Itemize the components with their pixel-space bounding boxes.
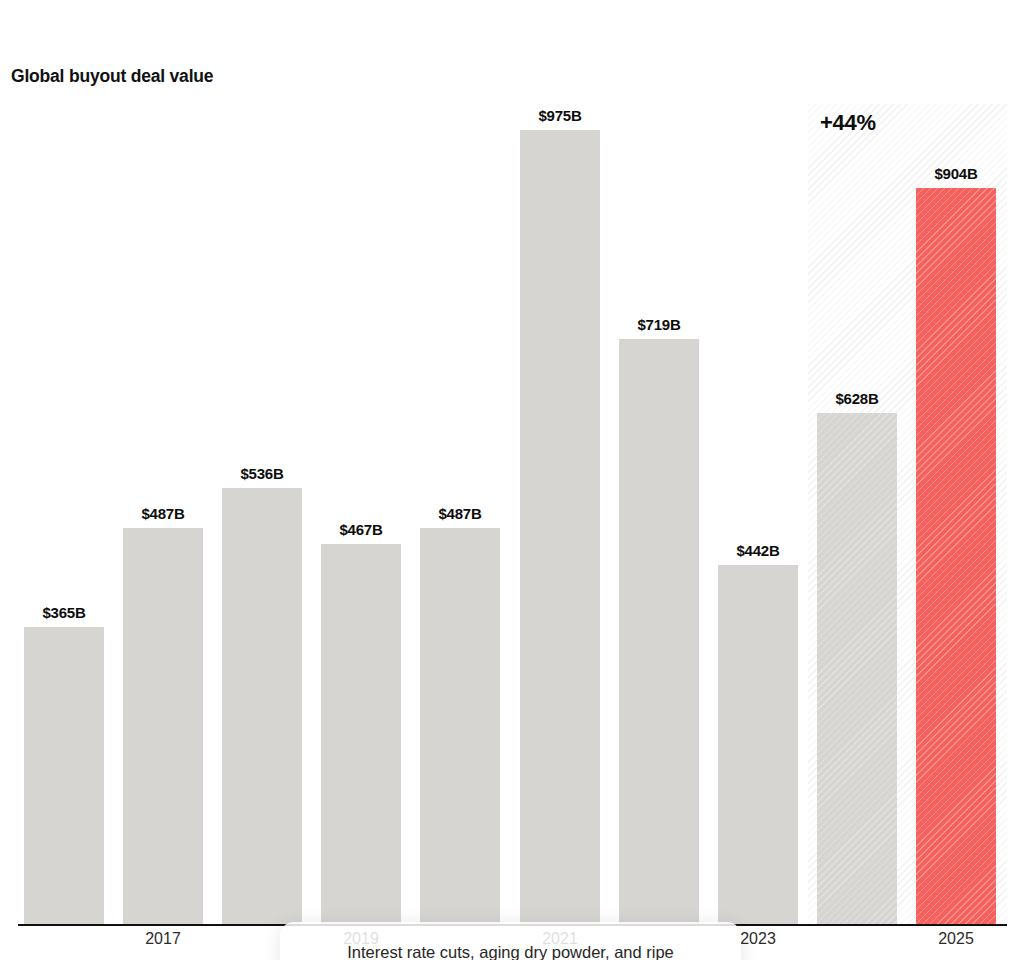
bar-value-label-2025: $904B bbox=[934, 165, 977, 182]
bar-group-2017: $487B bbox=[123, 528, 203, 925]
bar-value-label-2019: $467B bbox=[339, 521, 382, 538]
delta-annotation: +44% bbox=[820, 110, 876, 136]
bar-value-label-2022: $719B bbox=[637, 316, 680, 333]
x-tick-label-2017: 2017 bbox=[123, 930, 203, 948]
bar-group-2022: $719B bbox=[619, 339, 699, 925]
bar-2019[interactable] bbox=[321, 544, 401, 925]
bar-2020[interactable] bbox=[420, 528, 500, 925]
chart-canvas: Global buyout deal value +44% $365B$487B… bbox=[0, 0, 1020, 960]
bar-2024[interactable] bbox=[817, 413, 897, 925]
bar-value-label-2020: $487B bbox=[438, 505, 481, 522]
bar-value-label-2017: $487B bbox=[141, 505, 184, 522]
forecast-bar-2025[interactable] bbox=[916, 188, 996, 925]
bar-group-2021: $975B bbox=[520, 130, 600, 925]
bar-group-2018: $536B bbox=[222, 488, 302, 925]
bar-group-2024: $628B bbox=[817, 413, 897, 925]
bar-2023[interactable] bbox=[718, 565, 798, 925]
bar-group-2025: $904B bbox=[916, 188, 996, 925]
bar-group-2023: $442B bbox=[718, 565, 798, 925]
bar-2017[interactable] bbox=[123, 528, 203, 925]
bar-value-label-2021: $975B bbox=[538, 107, 581, 124]
bar-2021[interactable] bbox=[520, 130, 600, 925]
chart-title: Global buyout deal value bbox=[11, 66, 213, 87]
bar-value-label-2023: $442B bbox=[736, 542, 779, 559]
bar-value-label-2024: $628B bbox=[835, 390, 878, 407]
bar-group-2020: $487B bbox=[420, 528, 500, 925]
bar-2022[interactable] bbox=[619, 339, 699, 925]
tooltip-overlay: Interest rate cuts, aging dry powder, an… bbox=[280, 922, 741, 960]
x-tick-label-2025: 2025 bbox=[916, 930, 996, 948]
bar-group-2019: $467B bbox=[321, 544, 401, 925]
bar-group-2016: $365B bbox=[24, 627, 104, 925]
bar-2016[interactable] bbox=[24, 627, 104, 925]
bar-value-label-2016: $365B bbox=[42, 604, 85, 621]
bar-2018[interactable] bbox=[222, 488, 302, 925]
bar-value-label-2018: $536B bbox=[240, 465, 283, 482]
tooltip-text: Interest rate cuts, aging dry powder, an… bbox=[347, 943, 674, 960]
